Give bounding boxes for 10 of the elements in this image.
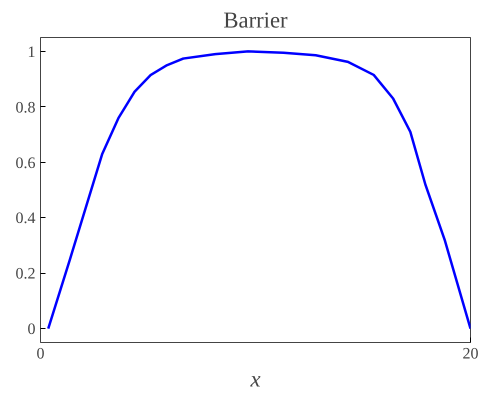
y-tick-label: 1 [28, 44, 36, 61]
y-tick-label: 0.8 [16, 99, 36, 116]
x-tick-label: 20 [462, 346, 478, 362]
x-axis-title: x [249, 366, 261, 392]
chart-title: Barrier [223, 8, 288, 32]
line-series [46, 50, 470, 330]
y-tick-label: 0 [28, 321, 36, 338]
y-tick-label: 0.6 [16, 154, 36, 172]
y-tick-label: 0.2 [16, 266, 36, 283]
y-tick-label: 0.4 [16, 210, 36, 228]
